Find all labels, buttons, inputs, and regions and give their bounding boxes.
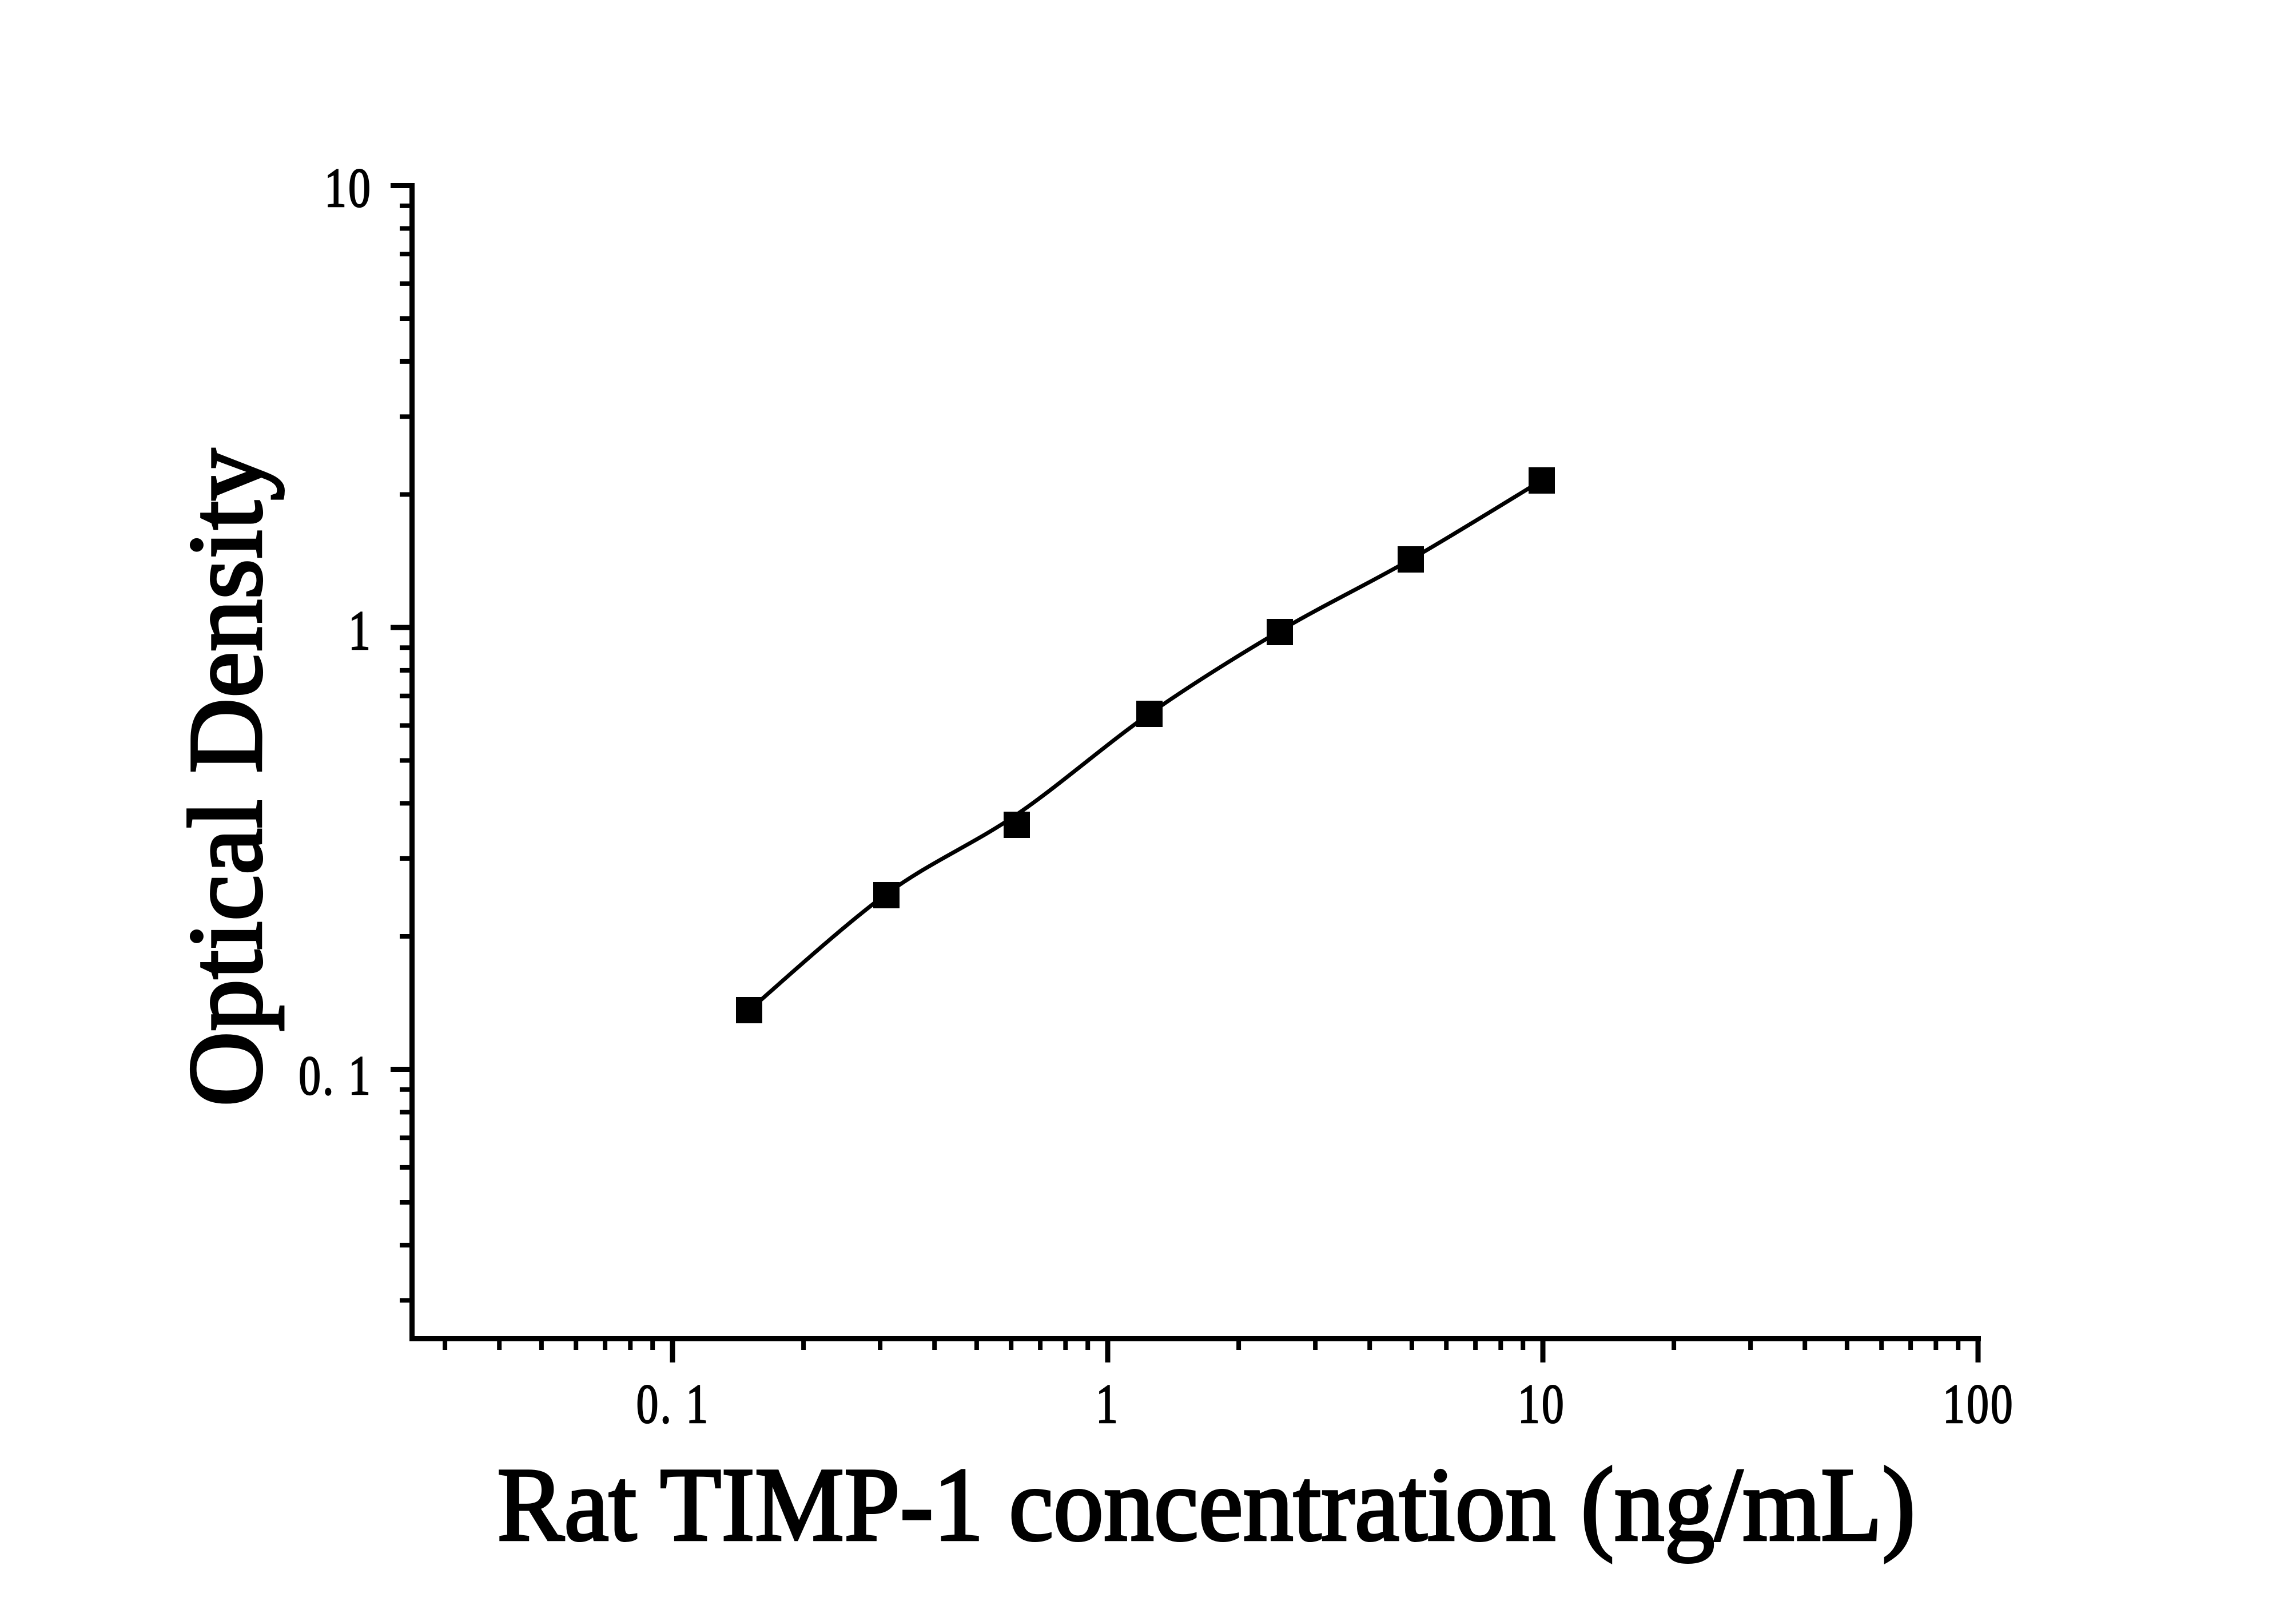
svg-text:1: 1 bbox=[1096, 1373, 1120, 1435]
svg-text:1: 1 bbox=[348, 599, 372, 662]
svg-text:0. 1: 0. 1 bbox=[636, 1373, 710, 1435]
svg-text:100: 100 bbox=[1943, 1373, 2015, 1435]
svg-text:Rat TIMP-1 concentration (ng/m: Rat TIMP-1 concentration (ng/mL) bbox=[497, 1446, 1915, 1563]
svg-text:10: 10 bbox=[1518, 1373, 1566, 1435]
svg-text:Optical Density: Optical Density bbox=[167, 448, 284, 1107]
svg-text:10: 10 bbox=[324, 157, 372, 219]
svg-text:0. 1: 0. 1 bbox=[299, 1044, 372, 1107]
